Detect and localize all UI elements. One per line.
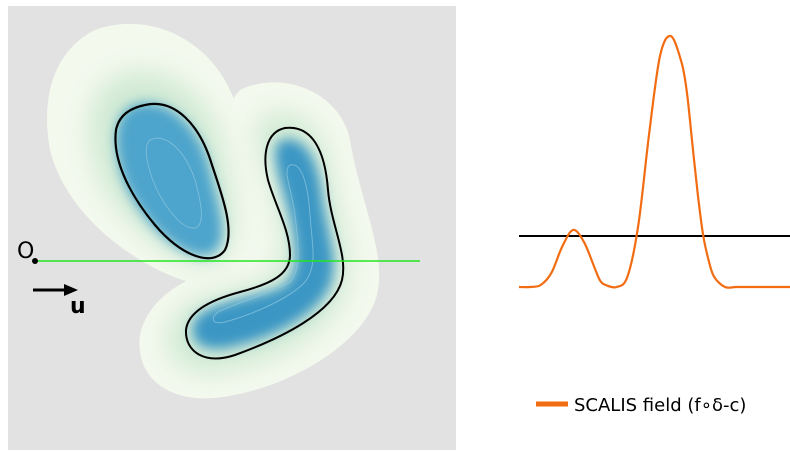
origin-point <box>32 258 38 264</box>
implicit-surface-panel: O u <box>8 6 456 450</box>
field-plot <box>518 34 790 289</box>
blob-core-1 <box>116 103 223 256</box>
field-gradient <box>47 23 380 399</box>
direction-label: u <box>70 294 86 319</box>
blob-core-2 <box>192 139 334 349</box>
legend: SCALIS field (f∘δ-c) <box>536 395 746 416</box>
field-curve-series <box>518 34 790 289</box>
legend-label: SCALIS field (f∘δ-c) <box>574 395 746 416</box>
iso-contour-blob-1 <box>114 102 230 260</box>
inner-contour-2 <box>212 164 314 324</box>
iso-contour-blob-2 <box>184 126 345 360</box>
direction-arrow <box>33 284 78 296</box>
inner-contour-1 <box>145 137 202 229</box>
origin-label: O <box>17 239 34 264</box>
